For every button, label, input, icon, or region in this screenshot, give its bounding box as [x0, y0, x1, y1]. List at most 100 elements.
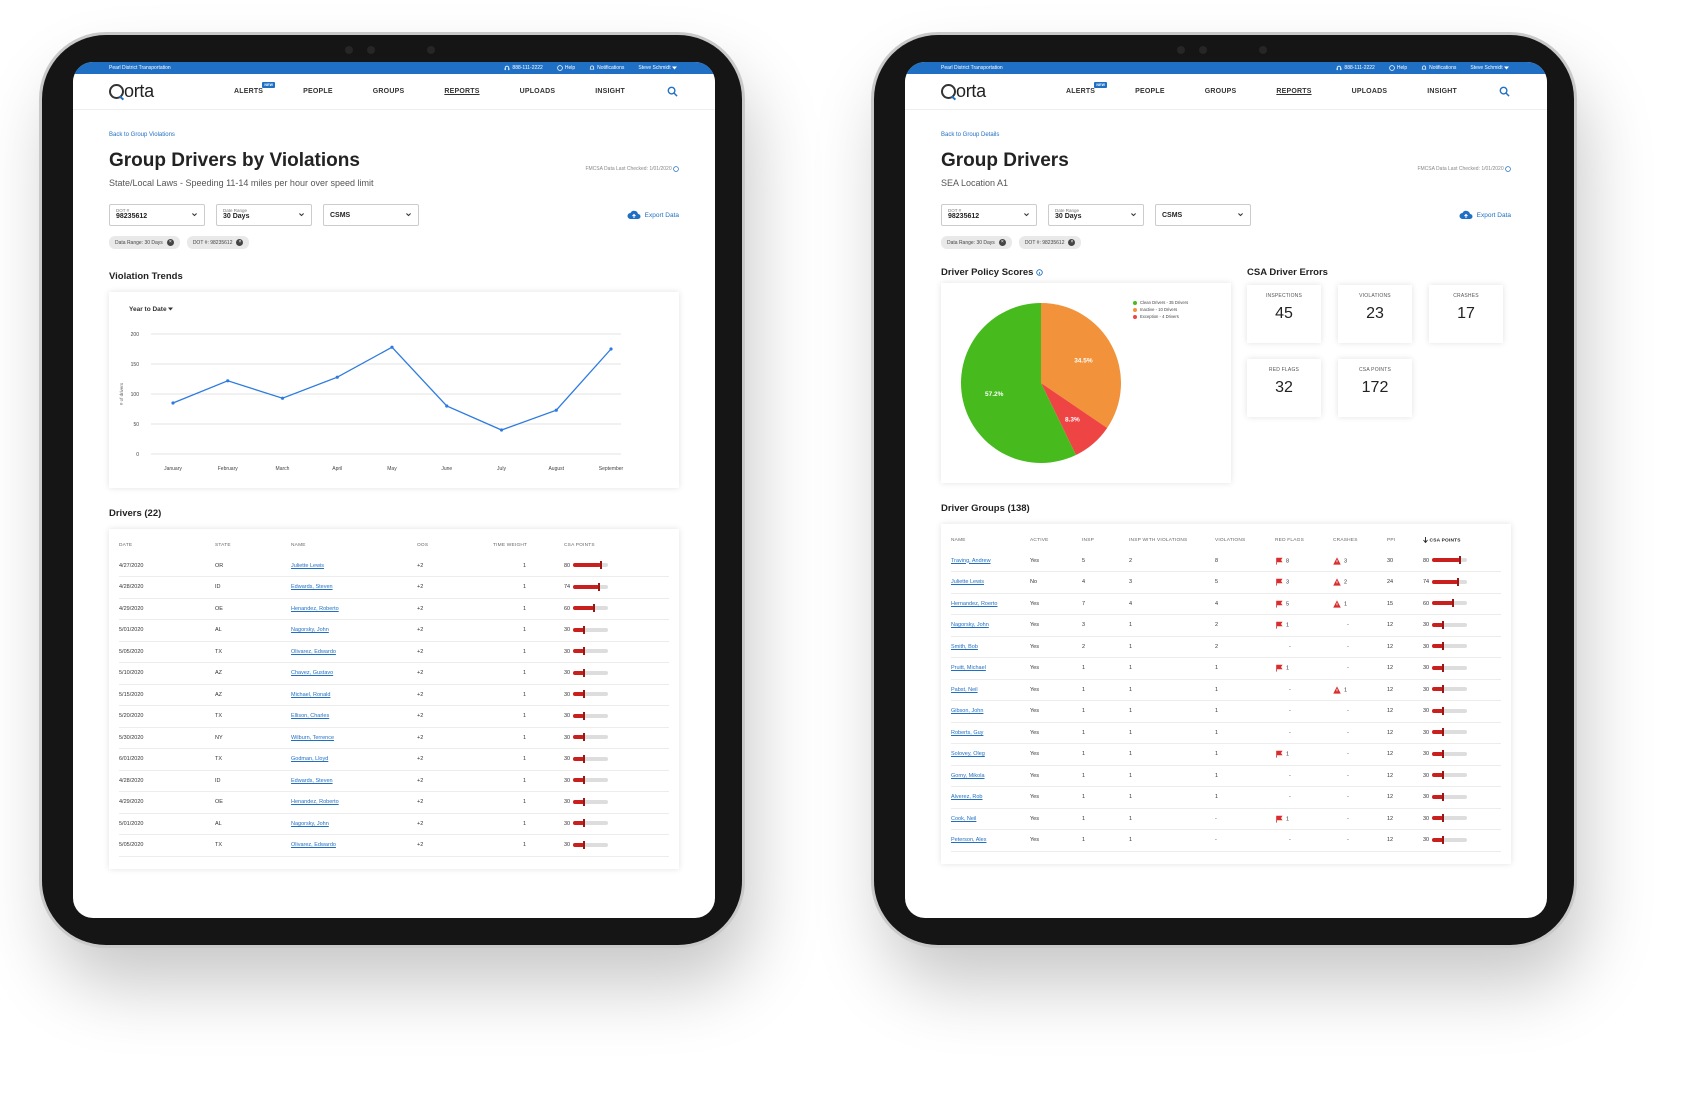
year-to-date-dropdown[interactable]: Year to Date [129, 306, 174, 313]
table-row[interactable]: Alverez, Rob Yes 1 1 1- -12 30 [951, 786, 1501, 809]
cell-name[interactable]: Henandez, Roberto [291, 598, 417, 620]
table-row[interactable]: Peterson, Alex Yes 1 1- - -12 30 [951, 829, 1501, 852]
notifications-link[interactable]: Notifications [1421, 65, 1456, 71]
dot-select[interactable]: DOT #98235612 [109, 204, 205, 226]
chip-date-range[interactable]: Data Range: 30 Days × [109, 236, 180, 249]
table-row[interactable]: Nagorsky, John Yes 3 1 2 1-12 30 [951, 614, 1501, 637]
cell-name[interactable]: Pabst, Neil [951, 679, 1030, 701]
close-icon[interactable]: × [236, 239, 244, 246]
date-range-select[interactable]: Date Range 30 Days [1048, 204, 1144, 226]
table-row[interactable]: Gorny, Mikola Yes 1 1 1- -12 30 [951, 765, 1501, 787]
search-icon[interactable] [1497, 85, 1511, 99]
cell-name[interactable]: Ellison, Charles [291, 705, 417, 728]
export-button[interactable]: Export Data [627, 210, 679, 220]
phone-link[interactable]: 888-111-2222 [1336, 65, 1375, 71]
table-row[interactable]: 5/10/2020 AZ Chavez, Gustavo +2 1 30 [119, 662, 669, 685]
cell-name[interactable]: Gorny, Mikola [951, 765, 1030, 787]
close-icon[interactable]: × [998, 239, 1006, 246]
cell-name[interactable]: Roberts, Guy [951, 722, 1030, 744]
cell-name[interactable]: Edwards, Steven [291, 770, 417, 792]
table-row[interactable]: Solovey, Oleg Yes 1 1 1 1-12 30 [951, 743, 1501, 766]
logo[interactable]: orta [941, 81, 1051, 102]
cell-name[interactable]: Peterson, Alex [951, 829, 1030, 852]
csms-select[interactable]: CSMS [323, 204, 419, 226]
table-row[interactable]: 5/15/2020 AZ Michael, Ronald +2 1 30 [119, 684, 669, 706]
chip-dot[interactable]: DOT #: 98235612 × [1018, 236, 1082, 249]
back-link[interactable]: Back to Group Violations [109, 132, 175, 138]
nav-insight[interactable]: INSIGHT [595, 88, 625, 95]
nav-groups[interactable]: GROUPS [372, 88, 405, 95]
export-button[interactable]: Export Data [1459, 210, 1511, 220]
table-row[interactable]: 4/28/2020 ID Edwards, Steven +2 1 74 [119, 576, 669, 599]
table-row[interactable]: Pruitt, Michael Yes 1 1 1 1-12 30 [951, 657, 1501, 680]
table-row[interactable]: 4/28/2020 ID Edwards, Steven +2 1 30 [119, 770, 669, 792]
search-icon[interactable] [665, 85, 679, 99]
cell-name[interactable]: Pruitt, Michael [951, 657, 1030, 680]
nav-uploads[interactable]: UPLOADS [519, 88, 556, 95]
cell-name[interactable]: Henandez, Roberto [291, 791, 417, 814]
nav-groups[interactable]: GROUPS [1204, 88, 1237, 95]
table-row[interactable]: Gibson, John Yes 1 1 1- -12 30 [951, 700, 1501, 723]
close-icon[interactable]: × [1068, 239, 1076, 246]
chip-dot[interactable]: DOT #: 98235612 × [186, 236, 250, 249]
nav-alerts[interactable]: ALERTS NEW [233, 82, 276, 95]
cell-name[interactable]: Cook, Neil [951, 808, 1030, 830]
nav-reports[interactable]: REPORTS [444, 88, 480, 95]
cell-name[interactable]: Chavez, Gustavo [291, 662, 417, 685]
user-menu[interactable]: Steve Schmidt [1470, 65, 1511, 71]
table-row[interactable]: 5/01/2020 AL Nagorsky, John +2 1 30 [119, 813, 669, 835]
notifications-link[interactable]: Notifications [589, 65, 624, 71]
cell-name[interactable]: Nagorsky, John [951, 614, 1030, 637]
table-row[interactable]: 5/20/2020 TX Ellison, Charles +2 1 30 [119, 705, 669, 728]
table-row[interactable]: 5/05/2020 TX Olivarez, Edwardo +2 1 30 [119, 834, 669, 857]
table-row[interactable]: 5/30/2020 NY Wilburn, Terrence +2 1 30 [119, 727, 669, 749]
table-row[interactable]: Juliette Lewis No 4 3 5 3 2 24 74 [951, 571, 1501, 594]
table-row[interactable]: Traving, Andrew Yes 5 2 8 8 3 30 80 [951, 550, 1501, 572]
nav-people[interactable]: PEOPLE [303, 88, 333, 95]
table-row[interactable]: Hernandez, Roerto Yes 7 4 4 5 1 15 60 [951, 593, 1501, 615]
nav-insight[interactable]: INSIGHT [1427, 88, 1457, 95]
date-range-select[interactable]: Date Range 30 Days [216, 204, 312, 226]
cell-name[interactable]: Olivarez, Edwardo [291, 834, 417, 857]
nav-uploads[interactable]: UPLOADS [1351, 88, 1388, 95]
cell-name[interactable]: Solovey, Oleg [951, 743, 1030, 766]
table-row[interactable]: Pabst, Neil Yes 1 1 1-1 12 30 [951, 679, 1501, 701]
cell-name[interactable]: Wilburn, Terrence [291, 727, 417, 749]
cell-name[interactable]: Olivarez, Edwardo [291, 641, 417, 663]
col-csa-points-sort[interactable]: CSA POINTS [1423, 530, 1501, 550]
cell-name[interactable]: Nagorsky, John [291, 813, 417, 835]
cell-name[interactable]: Alverez, Rob [951, 786, 1030, 809]
cell-name[interactable]: Gibson, John [951, 700, 1030, 723]
cell-name[interactable]: Smith, Bob [951, 636, 1030, 658]
back-link[interactable]: Back to Group Details [941, 132, 1000, 138]
table-row[interactable]: Smith, Bob Yes 2 1 2- -12 30 [951, 636, 1501, 658]
nav-people[interactable]: PEOPLE [1135, 88, 1165, 95]
cell-name[interactable]: Edwards, Steven [291, 576, 417, 599]
table-row[interactable]: 6/01/2020 TX Godman, Lloyd +2 1 30 [119, 748, 669, 771]
cell-name[interactable]: Hernandez, Roerto [951, 593, 1030, 615]
csms-select[interactable]: CSMS [1155, 204, 1251, 226]
table-row[interactable]: 4/29/2020 OE Henandez, Roberto +2 1 60 [119, 598, 669, 620]
cell-name[interactable]: Juliette Lewis [951, 571, 1030, 594]
dot-select[interactable]: DOT #98235612 [941, 204, 1037, 226]
table-row[interactable]: 5/01/2020 AL Nagorsky, John +2 1 30 [119, 619, 669, 642]
nav-alerts[interactable]: ALERTS NEW [1065, 82, 1108, 95]
table-row[interactable]: 5/05/2020 TX Olivarez, Edwardo +2 1 30 [119, 641, 669, 663]
table-row[interactable]: Cook, Neil Yes 1 1-1-12 30 [951, 808, 1501, 830]
table-row[interactable]: 4/27/2020 OR Juliette Lewis +2 1 80 [119, 555, 669, 577]
logo[interactable]: orta [109, 81, 219, 102]
chip-date-range[interactable]: Data Range: 30 Days × [941, 236, 1012, 249]
cell-name[interactable]: Michael, Ronald [291, 684, 417, 706]
cell-name[interactable]: Godman, Lloyd [291, 748, 417, 771]
cell-name[interactable]: Nagorsky, John [291, 619, 417, 642]
user-menu[interactable]: Steve Schmidt [638, 65, 679, 71]
table-row[interactable]: Roberts, Guy Yes 1 1 1- -12 30 [951, 722, 1501, 744]
table-row[interactable]: 4/29/2020 OE Henandez, Roberto +2 1 30 [119, 791, 669, 814]
phone-link[interactable]: 888-111-2222 [504, 65, 543, 71]
cell-name[interactable]: Traving, Andrew [951, 550, 1030, 572]
help-link[interactable]: Help [557, 65, 575, 71]
cell-name[interactable]: Juliette Lewis [291, 555, 417, 577]
nav-reports[interactable]: REPORTS [1276, 88, 1312, 95]
help-link[interactable]: Help [1389, 65, 1407, 71]
close-icon[interactable]: × [166, 239, 174, 246]
